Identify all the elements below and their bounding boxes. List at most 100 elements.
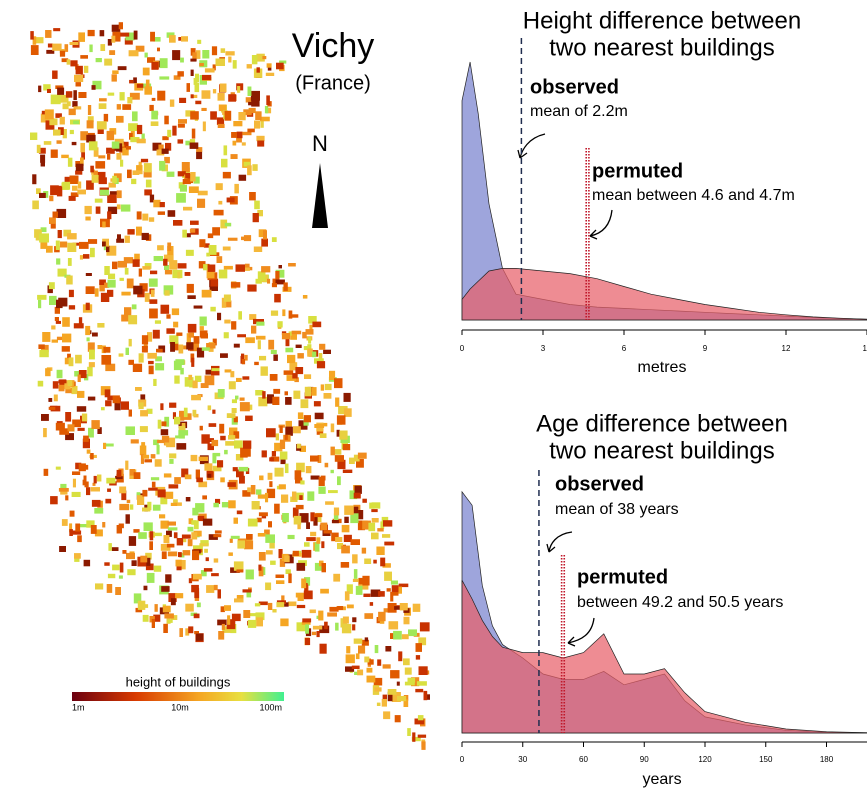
building <box>75 170 83 175</box>
building <box>300 399 309 409</box>
building <box>106 245 117 256</box>
building <box>318 486 326 494</box>
building <box>56 336 67 341</box>
x-tick-label: 180 <box>820 755 834 764</box>
building <box>69 175 79 184</box>
building <box>66 275 73 285</box>
building <box>116 525 122 534</box>
building <box>50 405 61 412</box>
building <box>150 121 159 126</box>
building <box>138 402 144 410</box>
building <box>142 614 149 622</box>
building <box>222 626 231 633</box>
building <box>136 226 142 236</box>
building <box>238 112 246 121</box>
building <box>147 57 156 63</box>
building <box>283 370 294 375</box>
building <box>319 560 324 567</box>
building <box>321 563 326 573</box>
building <box>319 433 327 438</box>
building <box>174 477 181 484</box>
building <box>312 321 322 328</box>
building <box>157 245 164 251</box>
building <box>349 490 358 500</box>
annotation: mean of 2.2m <box>530 103 628 120</box>
building <box>292 491 297 500</box>
map <box>30 22 430 750</box>
building <box>217 389 225 398</box>
building <box>230 282 241 288</box>
building <box>213 209 224 216</box>
building <box>371 509 378 513</box>
building <box>202 121 206 132</box>
building <box>177 71 184 77</box>
building <box>72 478 76 488</box>
building <box>243 610 251 618</box>
building <box>138 161 142 168</box>
building <box>95 583 104 590</box>
building <box>43 468 49 476</box>
building <box>143 163 152 173</box>
building <box>304 374 312 379</box>
building <box>69 523 73 533</box>
building <box>95 161 106 169</box>
building <box>214 530 222 534</box>
building <box>40 242 48 249</box>
building <box>341 524 350 533</box>
building <box>118 523 124 529</box>
building <box>337 459 346 470</box>
building <box>318 476 325 486</box>
building <box>116 469 122 478</box>
building <box>188 332 194 338</box>
building <box>107 211 112 220</box>
building <box>86 520 95 528</box>
building <box>126 146 131 150</box>
building <box>103 442 107 449</box>
building <box>55 320 61 324</box>
building <box>104 443 114 447</box>
legend-label: 100m <box>259 702 282 712</box>
building <box>40 160 45 167</box>
building <box>221 502 231 508</box>
building <box>112 31 121 42</box>
building <box>173 499 178 504</box>
building <box>184 272 191 276</box>
building <box>92 482 96 486</box>
building <box>308 337 312 344</box>
building <box>234 183 239 194</box>
building <box>199 543 209 547</box>
building <box>105 498 112 504</box>
building <box>346 584 353 594</box>
building <box>139 426 148 433</box>
building <box>170 342 175 352</box>
building <box>256 617 263 627</box>
building <box>287 354 296 364</box>
building <box>67 233 77 240</box>
building <box>201 347 210 351</box>
building <box>195 50 201 59</box>
building <box>68 289 74 298</box>
building <box>351 665 360 669</box>
building <box>239 397 245 401</box>
building <box>80 157 84 166</box>
building <box>285 426 293 436</box>
building <box>103 346 111 353</box>
building <box>94 288 99 297</box>
legend-label: 10m <box>171 702 189 712</box>
building <box>288 263 296 267</box>
building <box>111 547 119 551</box>
building <box>181 36 188 42</box>
building <box>319 343 326 350</box>
building <box>228 94 236 102</box>
building <box>98 103 107 109</box>
building <box>297 353 304 359</box>
building <box>152 142 162 151</box>
building <box>218 104 227 112</box>
building <box>61 58 69 63</box>
building <box>264 105 269 114</box>
building <box>184 377 194 387</box>
building <box>167 527 178 531</box>
building <box>247 165 252 176</box>
building <box>303 415 311 423</box>
building <box>144 292 150 302</box>
